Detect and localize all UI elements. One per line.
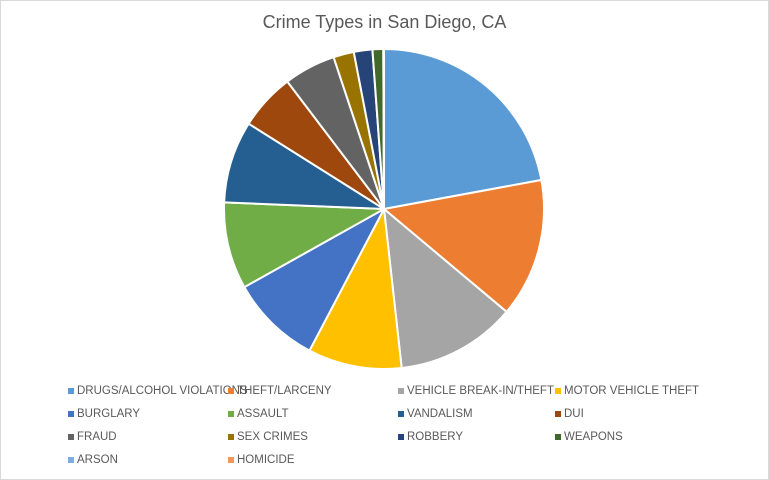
legend-item-weapons: WEAPONS xyxy=(555,431,623,443)
legend-swatch xyxy=(228,388,234,394)
pie-slice-assault xyxy=(223,201,385,289)
legend-label: SEX CRIMES xyxy=(237,431,308,443)
legend-item-assault: ASSAULT xyxy=(228,408,289,420)
pie-slice-drugs-alcohol-violations xyxy=(383,48,543,210)
legend-item-drugs-alcohol-violations: DRUGS/ALCOHOL VIOLATIONS xyxy=(68,385,248,397)
legend-label: VEHICLE BREAK-IN/THEFT xyxy=(407,385,554,397)
chart-title: Crime Types in San Diego, CA xyxy=(262,12,507,32)
legend-swatch xyxy=(68,388,74,394)
legend-swatch xyxy=(398,411,404,417)
legend-label: BURGLARY xyxy=(77,408,141,420)
legend-item-sex-crimes: SEX CRIMES xyxy=(228,431,308,443)
legend-swatch xyxy=(555,434,561,440)
legend-swatch xyxy=(398,434,404,440)
legend-label: DUI xyxy=(564,408,584,420)
legend-swatch xyxy=(68,411,74,417)
legend-swatch xyxy=(228,411,234,417)
legend-label: ROBBERY xyxy=(407,431,464,443)
legend-item-robbery: ROBBERY xyxy=(398,431,463,443)
legend-item-vandalism: VANDALISM xyxy=(398,408,473,420)
legend-label: ARSON xyxy=(77,454,118,466)
legend-item-vehicle-break-in-theft: VEHICLE BREAK-IN/THEFT xyxy=(398,385,554,397)
legend-item-homicide: HOMICIDE xyxy=(228,454,295,466)
legend-label: FRAUD xyxy=(77,431,117,443)
legend-swatch xyxy=(68,434,74,440)
legend-item-motor-vehicle-theft: MOTOR VEHICLE THEFT xyxy=(555,385,699,397)
legend-item-burglary: BURGLARY xyxy=(68,408,140,420)
legend-swatch xyxy=(398,388,404,394)
pie-slice-motor-vehicle-theft xyxy=(308,208,403,370)
legend-item-theft-larceny: THEFT/LARCENY xyxy=(228,385,332,397)
legend-swatch xyxy=(228,457,234,463)
legend-item-fraud: FRAUD xyxy=(68,431,117,443)
legend-label: DRUGS/ALCOHOL VIOLATIONS xyxy=(77,385,248,397)
pie-slice-vehicle-break-in-theft xyxy=(383,208,508,370)
legend-label: THEFT/LARCENY xyxy=(237,385,332,397)
legend-label: WEAPONS xyxy=(564,431,623,443)
legend-swatch xyxy=(555,411,561,417)
legend-label: HOMICIDE xyxy=(237,454,295,466)
legend-swatch xyxy=(228,434,234,440)
pie-slice-theft-larceny xyxy=(383,178,545,313)
legend-label: VANDALISM xyxy=(407,408,473,420)
legend-label: ASSAULT xyxy=(237,408,289,420)
legend-swatch xyxy=(68,457,74,463)
legend-swatch xyxy=(555,388,561,394)
legend-label: MOTOR VEHICLE THEFT xyxy=(564,385,700,397)
pie-slice-burglary xyxy=(243,208,385,352)
legend-item-dui: DUI xyxy=(555,408,584,420)
legend-item-arson: ARSON xyxy=(68,454,118,466)
